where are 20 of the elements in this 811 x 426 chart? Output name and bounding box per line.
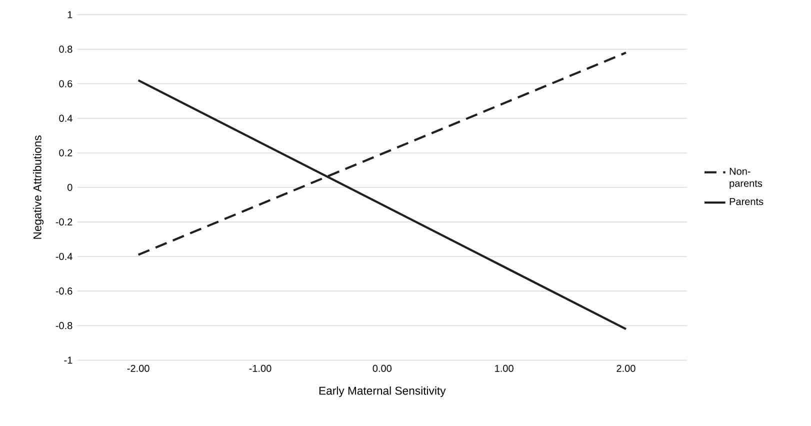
y-tick-label: -0.6 [56, 288, 72, 295]
y-tick-label: 1 [68, 11, 72, 18]
y-tick-label: 0.2 [59, 150, 72, 157]
x-tick-label: 2.00 [616, 365, 636, 372]
legend-label: Non-parents [730, 168, 762, 190]
legend-label: Parents [730, 198, 764, 206]
x-tick-label: -1.00 [249, 365, 272, 372]
x-axis-title: Early Maternal Sensitivity [319, 386, 446, 398]
y-tick-label: 0.6 [59, 80, 72, 88]
y-axis-title: Negative Attributions [33, 136, 44, 240]
y-tick-label: -0.2 [56, 218, 72, 226]
y-tick-label: -1 [64, 356, 72, 364]
x-tick-label: -2.00 [127, 365, 150, 372]
x-tick-label: 0.00 [372, 365, 392, 372]
y-tick-label: -0.4 [56, 253, 72, 260]
y-tick-label: 0.8 [59, 46, 72, 54]
y-tick-label: -0.8 [56, 322, 72, 330]
y-tick-label: 0 [67, 184, 72, 192]
y-tick-label: 0.4 [59, 115, 72, 122]
x-tick-label: 1.00 [495, 365, 514, 372]
